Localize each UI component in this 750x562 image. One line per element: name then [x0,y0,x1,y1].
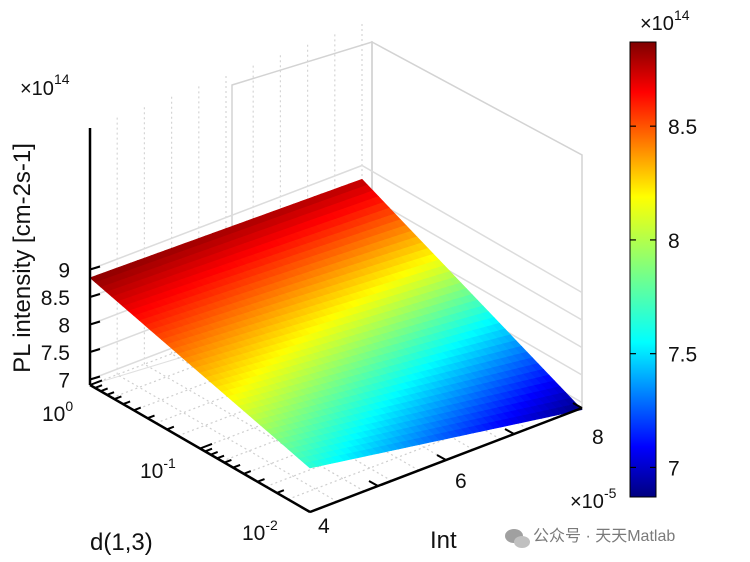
y-tick [100,387,109,393]
colorbar-tick-label-1: 7.5 [668,344,697,367]
y-tick [122,400,131,406]
z-tick-label-0: 7 [58,370,70,393]
y-tick [166,425,175,431]
y-axis-label: d(1,3) [90,529,153,556]
y-tick-label-2: 10-2 [242,517,278,545]
back-grid-z [89,164,583,294]
z-tick-label-1: 7.5 [41,342,70,365]
x-tick [368,480,379,487]
y-tick [133,406,142,412]
colorbar-tick-label-3: 8.5 [668,116,697,139]
z-multiplier: ×1014 [20,71,70,100]
y-tick [147,414,155,420]
y-tick [232,464,241,469]
z-tick [89,320,101,326]
floor-grid-x [116,374,338,503]
z-tick [89,265,101,271]
y-tick [243,470,252,475]
y-tick [309,506,323,513]
floor-grid-x [144,363,365,492]
colorbar-tick-label-2: 8 [668,230,680,253]
watermark: 公众号 · 天天Matlab [505,527,675,548]
y-tick [94,384,103,389]
y-tick [276,489,285,494]
colorbar-ticks: 7 7.5 8 8.5 [630,116,697,480]
y-tick [216,454,225,460]
surface [89,178,583,469]
surface-cell [303,461,318,469]
x-tick-label-6: 6 [455,470,467,493]
y-tick [257,478,265,483]
x-tick [572,402,583,409]
y-tick [210,451,219,456]
y-tick [114,395,122,401]
watermark-text: 公众号 · 天天Matlab [533,527,675,545]
floor-grid-y [287,394,561,500]
y-tick [106,391,115,396]
z-tick-label-4: 9 [58,260,70,283]
x-multiplier: ×10-5 [570,485,617,513]
z-axis-label: PL intensity [cm-2s-1] [9,143,36,373]
x-tick [504,428,515,435]
z-tick-labels: 7 7.5 8 8.5 9 [41,260,70,393]
wechat-icon [505,529,530,548]
z-tick [89,375,101,381]
colorbar-gradient [629,41,657,498]
y-tick [204,447,213,453]
x-tick [300,506,311,513]
y-tick [224,458,232,464]
z-tick [89,293,101,298]
y-tick [199,443,213,450]
colorbar-tick-label-0: 7 [668,457,680,480]
x-axis-label: Int [430,527,457,554]
x-tick [436,454,447,461]
y-tick-label-0: 100 [42,398,73,426]
x-tick-label-8: 8 [592,426,604,449]
colorbar: 7 7.5 8 8.5 ×1014 [629,7,697,498]
z-tick-label-3: 8.5 [41,287,70,310]
z-tick-label-2: 8 [58,315,70,338]
axis-ticks [89,265,583,513]
z-tick [89,348,101,353]
x-tick-label-4: 4 [318,515,330,538]
y-tick [89,379,103,386]
colorbar-multiplier: ×1014 [640,7,690,35]
y-tick-label-1: 10-1 [140,455,176,483]
